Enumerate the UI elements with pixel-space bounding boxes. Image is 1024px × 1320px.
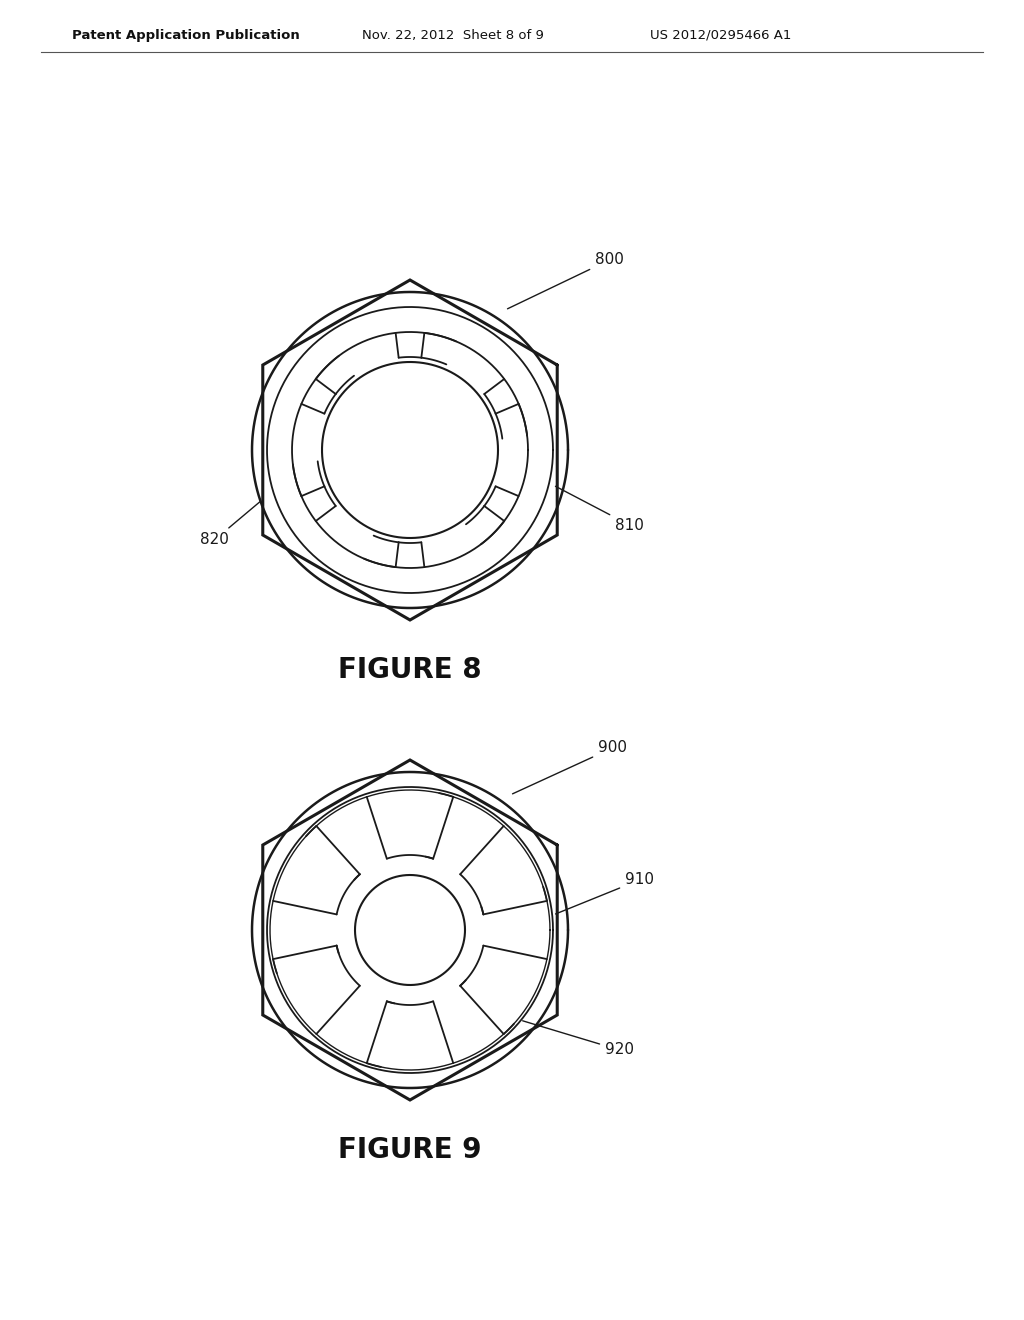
Text: 820: 820 [200,502,260,548]
Text: 920: 920 [522,1020,634,1057]
Text: 910: 910 [556,873,654,913]
Text: US 2012/0295466 A1: US 2012/0295466 A1 [650,29,792,41]
Text: 800: 800 [508,252,624,309]
Text: 810: 810 [555,486,644,532]
Text: FIGURE 8: FIGURE 8 [338,656,482,684]
Text: FIGURE 9: FIGURE 9 [338,1137,481,1164]
Text: Nov. 22, 2012  Sheet 8 of 9: Nov. 22, 2012 Sheet 8 of 9 [362,29,544,41]
Text: Patent Application Publication: Patent Application Publication [72,29,300,41]
Text: 900: 900 [513,741,627,793]
